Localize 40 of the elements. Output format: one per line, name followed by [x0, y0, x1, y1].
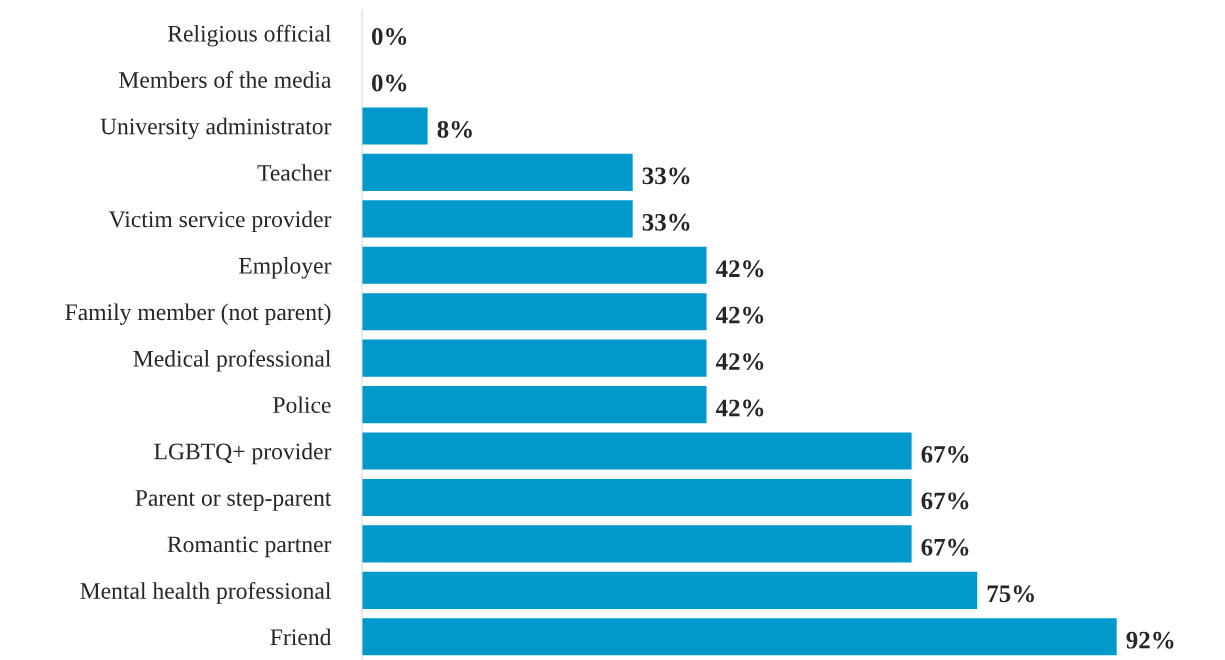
y-tick-label: LGBTQ+ provider — [154, 442, 332, 465]
y-tick-label: Parent or step-parent — [135, 490, 332, 511]
bar — [361, 571, 978, 609]
data-label: 75% — [987, 585, 1034, 603]
y-tick-label: Teacher — [257, 164, 332, 181]
data-label: 8% — [437, 120, 472, 138]
bar — [361, 478, 912, 517]
data-label: 42% — [715, 399, 764, 417]
data-label: 92% — [1126, 631, 1174, 649]
bar — [361, 200, 633, 238]
data-label: 33% — [642, 167, 690, 185]
bar — [361, 246, 707, 284]
y-tick-label: Victim service provider — [108, 210, 332, 233]
bar — [361, 153, 633, 191]
bar — [361, 293, 707, 331]
y-tick-label: Mental health professional — [80, 582, 331, 604]
data-label: 0% — [372, 74, 407, 92]
bar — [361, 525, 912, 563]
bar — [361, 618, 1117, 656]
bar — [361, 386, 707, 424]
y-tick-label: University administrator — [100, 117, 332, 140]
y-tick-label: Family member (not parent) — [65, 303, 331, 326]
data-label: 0% — [372, 28, 407, 46]
data-label: 67% — [921, 538, 969, 556]
y-tick-label: Police — [273, 396, 331, 414]
data-label: 67% — [921, 492, 969, 510]
y-tick-label: Employer — [239, 257, 332, 279]
y-tick-label: Religious official — [167, 24, 331, 47]
y-tick-label: Members of the media — [119, 71, 332, 88]
data-label: 42% — [715, 306, 764, 324]
y-tick-label: Medical professional — [133, 349, 331, 372]
data-label: 67% — [921, 446, 969, 463]
data-label: 33% — [642, 213, 690, 231]
data-label: 42% — [715, 260, 764, 278]
y-tick-label: Romantic partner — [167, 536, 332, 558]
y-tick-label: Friend — [270, 628, 332, 646]
bar — [361, 339, 707, 377]
bar — [361, 107, 428, 145]
data-label: 42% — [715, 353, 764, 371]
bar — [361, 432, 912, 470]
